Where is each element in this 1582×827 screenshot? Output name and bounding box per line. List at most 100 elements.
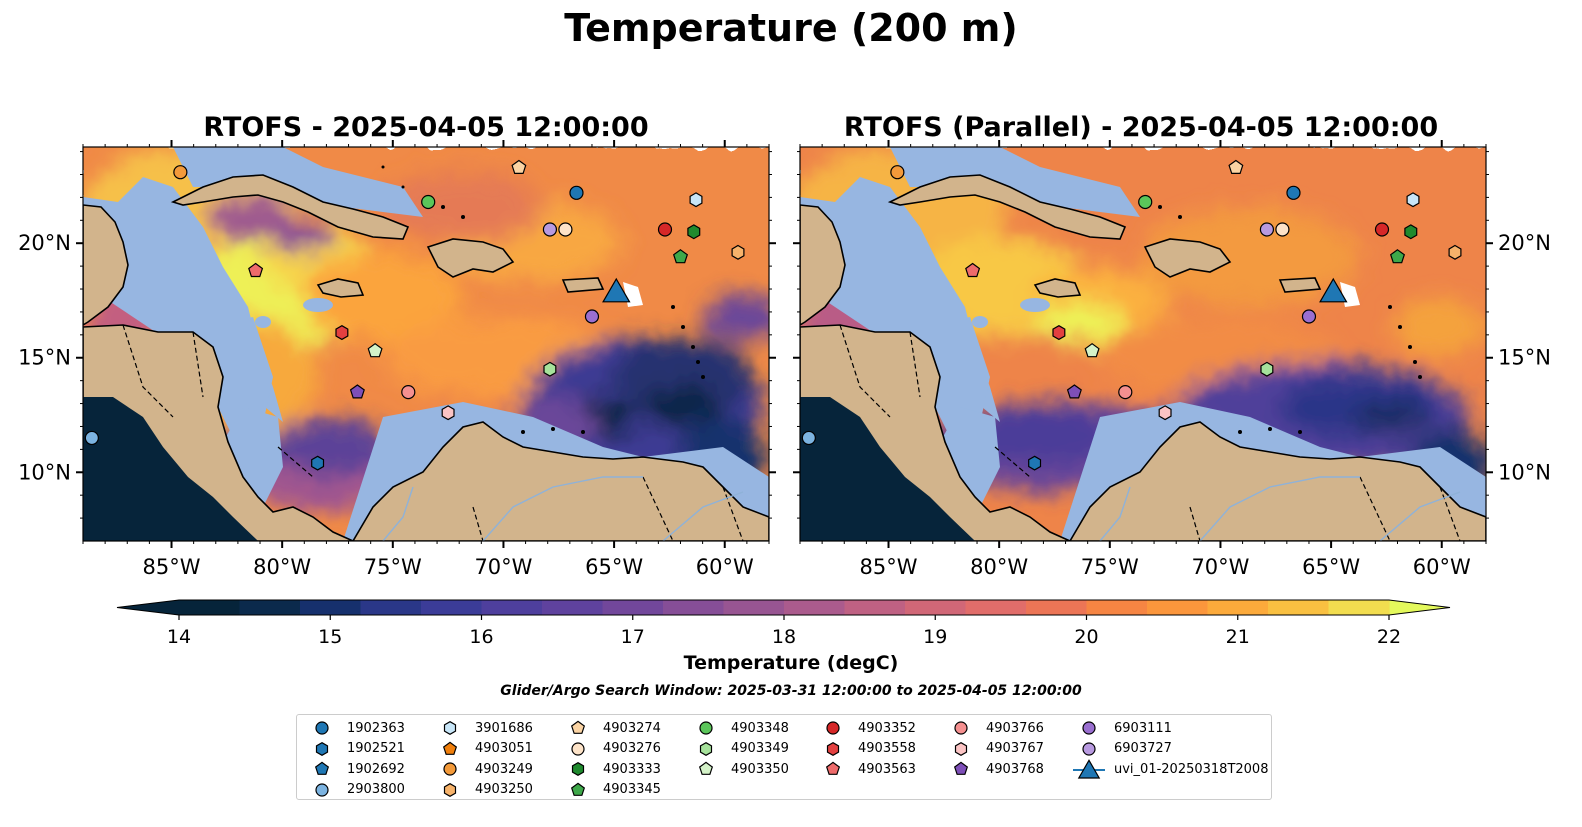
panel-title-right: RTOFS (Parallel) - 2025-04-05 12:00:00 — [843, 112, 1439, 143]
legend-label: 6903111 — [1114, 720, 1172, 736]
x-tick-label: 65°W — [585, 555, 643, 579]
legend-marker-icon — [570, 782, 586, 796]
colorbar-tick-label: 16 — [469, 626, 493, 648]
panel-title-left: RTOFS - 2025-04-05 12:00:00 — [203, 112, 649, 143]
legend-marker-icon — [698, 761, 714, 776]
legend-item: 4903766 — [944, 718, 1044, 739]
legend-marker-icon — [315, 783, 329, 797]
colorbar-segment — [1207, 600, 1269, 615]
x-tick-label: 80°W — [253, 555, 311, 579]
legend-item: 4903249 — [433, 759, 533, 780]
float-marker-4903558 — [1052, 325, 1066, 341]
legend-item: 4903250 — [433, 780, 533, 801]
legend-label: 1902692 — [347, 761, 405, 777]
y-tick-label: 10°N — [1498, 460, 1551, 484]
legend: 1902363 1902521 1902692 2903800 3901686 49030… — [296, 714, 1272, 800]
colorbar-extend-high — [1389, 600, 1450, 615]
colorbar-segment — [300, 600, 362, 615]
colorbar-segment — [239, 600, 301, 615]
legend-label: 4903051 — [475, 741, 533, 757]
legend-label: 4903250 — [475, 782, 533, 798]
colorbar-tick-label: 18 — [772, 626, 796, 648]
colorbar-tick-label: 19 — [923, 626, 947, 648]
legend-marker-icon — [825, 761, 841, 776]
legend-item: 4903276 — [561, 739, 661, 760]
legend-marker-icon — [570, 720, 586, 735]
float-marker-1902363 — [569, 185, 584, 200]
colorbar-segment — [360, 600, 422, 615]
colorbar-segment — [844, 600, 906, 615]
float-marker-4903349 — [543, 361, 557, 377]
panel-frame — [82, 146, 770, 542]
legend-label: 1902521 — [347, 741, 405, 757]
y-tick-label: 15°N — [18, 346, 71, 370]
colorbar-segment — [1147, 600, 1209, 615]
colorbar-tick-label: 17 — [621, 626, 645, 648]
x-tick-label: 70°W — [1191, 555, 1249, 579]
x-tick-label: 85°W — [860, 555, 918, 579]
float-marker-3901686 — [689, 192, 703, 208]
float-marker-4903766 — [1118, 385, 1133, 400]
legend-label: 4903348 — [731, 720, 789, 736]
colorbar-label: Temperature (degC) — [683, 652, 899, 674]
float-marker-uvi_01-20250318T2008 — [602, 277, 631, 303]
colorbar-segment — [542, 600, 604, 615]
legend-marker-icon — [1082, 721, 1096, 735]
legend-label: 1902363 — [347, 720, 405, 736]
float-marker-6903111 — [584, 309, 600, 324]
rivers — [1099, 476, 1461, 541]
legend-column: 6903111 6903727 uvi_01-20250318T2008 — [1072, 718, 1268, 780]
search-window-text: Glider/Argo Search Window: 2025-03-31 12… — [500, 683, 1082, 699]
legend-label: 4903766 — [986, 720, 1044, 736]
legend-label: 4903345 — [603, 782, 661, 798]
float-marker-6903727 — [1259, 222, 1275, 237]
x-tick-label: 60°W — [1413, 555, 1471, 579]
legend-column: 1902363 1902521 1902692 2903800 — [305, 718, 405, 800]
country-borders — [839, 324, 1461, 541]
legend-item: 4903274 — [561, 718, 661, 739]
legend-marker-icon — [954, 721, 968, 735]
float-marker-2903800 — [801, 430, 816, 446]
x-tick-label: 70°W — [474, 555, 532, 579]
float-marker-4903350 — [367, 342, 383, 358]
float-marker-4903250 — [1448, 244, 1462, 260]
float-marker-4903333 — [687, 224, 701, 240]
legend-item: 3901686 — [433, 718, 533, 739]
float-marker-4903767 — [441, 405, 455, 421]
panel-frame — [799, 146, 1487, 542]
float-marker-2903800 — [84, 430, 99, 446]
legend-marker-icon — [443, 762, 457, 776]
float-marker-4903250 — [731, 244, 745, 260]
legend-column: 4903274 4903276 4903333 4903345 — [561, 718, 661, 800]
colorbar-extend-low — [117, 600, 179, 615]
legend-item: 6903727 — [1072, 739, 1268, 760]
float-marker-uvi_01-20250318T2008 — [1319, 277, 1348, 303]
legend-label: 4903276 — [603, 741, 661, 757]
legend-marker-icon — [699, 741, 713, 756]
colorbar-segment — [1026, 600, 1088, 615]
small-islands — [381, 165, 705, 434]
legend-item: 1902521 — [305, 739, 405, 760]
country-borders — [122, 324, 744, 541]
legend-label: uvi_01-20250318T2008 — [1114, 761, 1269, 777]
legend-column: 3901686 4903051 4903249 4903250 — [433, 718, 533, 800]
colorbar-segment — [905, 600, 967, 615]
float-marker-4903766 — [401, 385, 416, 400]
y-tick-label: 15°N — [1498, 346, 1551, 370]
legend-label: 4903352 — [858, 720, 916, 736]
legend-item: 4903563 — [816, 759, 916, 780]
panel-ticks: 85°W 80°W 75°W 70°W 65°W 60°W 10°N 15°N 20°N — [793, 140, 1551, 579]
float-marker-4903348 — [421, 194, 436, 210]
colorbar-segment — [723, 600, 785, 615]
figure-title: Temperature (200 m) — [564, 6, 1018, 50]
legend-marker-icon — [442, 741, 458, 755]
y-tick-label: 20°N — [18, 231, 71, 255]
legend-label: 4903349 — [731, 741, 789, 757]
legend-item: 1902692 — [305, 759, 405, 780]
colorbar-tick-label: 20 — [1074, 626, 1098, 648]
x-tick-label: 65°W — [1302, 555, 1360, 579]
legend-item: 4903350 — [689, 759, 789, 780]
legend-marker-icon — [826, 721, 840, 735]
colorbar-tick-label: 14 — [167, 626, 191, 648]
colorbar-segment — [784, 600, 846, 615]
